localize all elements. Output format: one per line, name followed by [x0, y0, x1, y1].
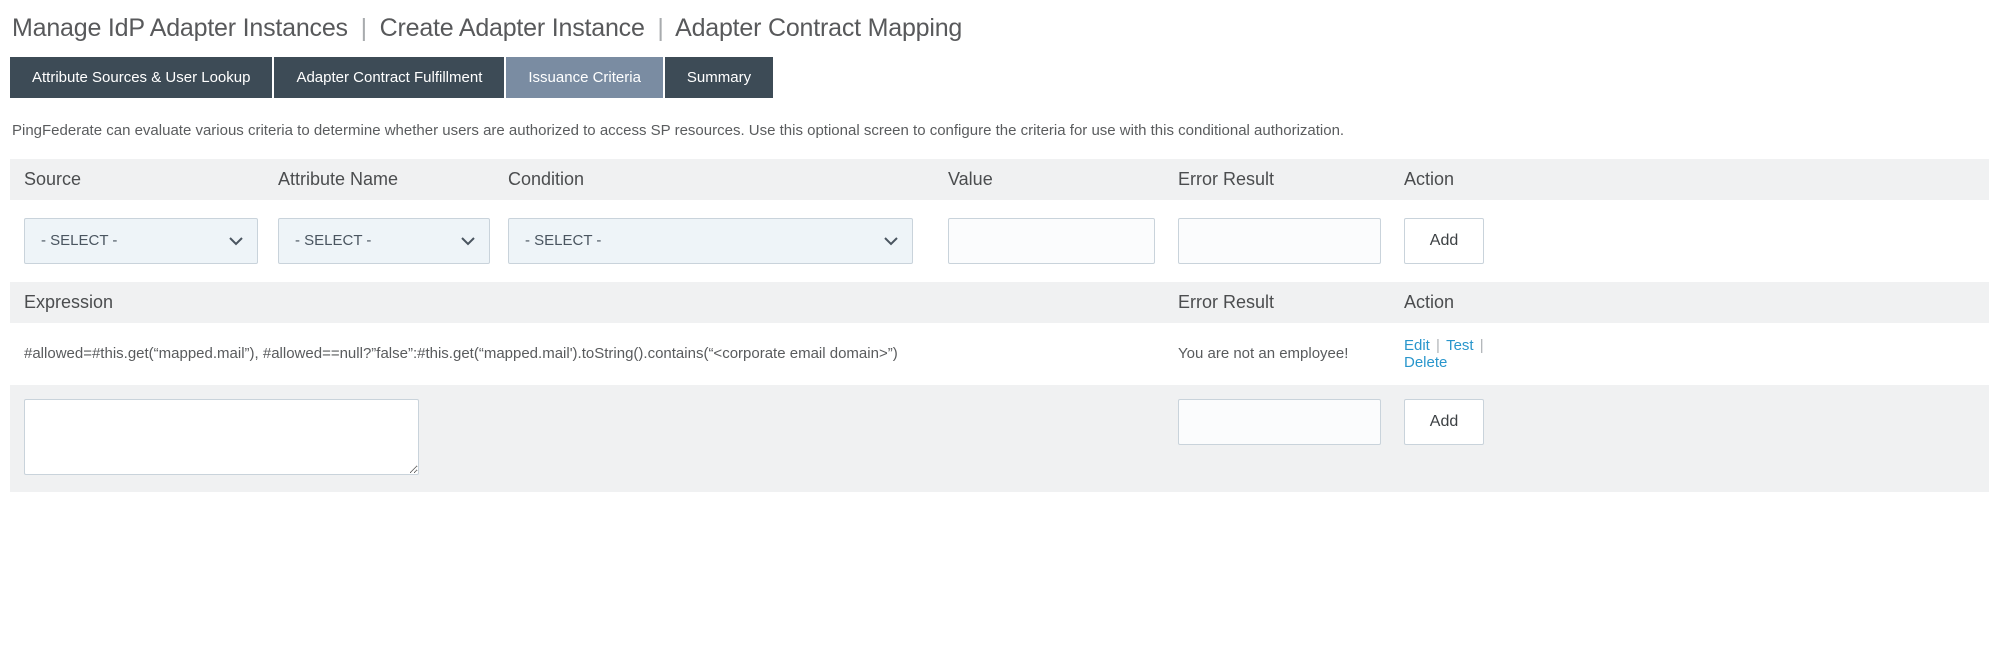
add-expression-row: Add: [10, 385, 1989, 492]
expression-text: #allowed=#this.get(“mapped.mail”), #allo…: [24, 345, 1178, 362]
tab-issuance-criteria[interactable]: Issuance Criteria: [506, 57, 663, 98]
error-result-input[interactable]: [1178, 218, 1381, 264]
col-header-error-result: Error Result: [1178, 169, 1404, 190]
expression-error-input[interactable]: [1178, 399, 1381, 445]
expression-table-header: Expression Error Result Action: [10, 282, 1989, 323]
add-criteria-button[interactable]: Add: [1404, 218, 1484, 264]
tab-bar: Attribute Sources & User Lookup Adapter …: [10, 57, 1989, 98]
add-expression-button[interactable]: Add: [1404, 399, 1484, 445]
breadcrumb: Manage IdP Adapter Instances | Create Ad…: [10, 10, 1989, 57]
breadcrumb-segment: Manage IdP Adapter Instances: [12, 14, 348, 42]
breadcrumb-separator: |: [651, 14, 669, 42]
separator: |: [1430, 337, 1446, 354]
expression-row: #allowed=#this.get(“mapped.mail”), #allo…: [10, 323, 1989, 385]
separator: |: [1474, 337, 1486, 354]
attribute-name-select[interactable]: - SELECT -: [278, 218, 490, 264]
col-header-condition: Condition: [508, 169, 948, 190]
col-header-expression: Expression: [24, 292, 1178, 313]
breadcrumb-separator: |: [355, 14, 373, 42]
criteria-input-row: - SELECT - - SELECT - - SELECT - Add: [10, 200, 1989, 282]
condition-select[interactable]: - SELECT -: [508, 218, 913, 264]
col-header-source: Source: [24, 169, 278, 190]
tab-attribute-sources[interactable]: Attribute Sources & User Lookup: [10, 57, 272, 98]
source-select[interactable]: - SELECT -: [24, 218, 258, 264]
expression-actions: Edit | Test | Delete: [1404, 337, 1975, 371]
expression-input[interactable]: [24, 399, 419, 475]
breadcrumb-segment: Adapter Contract Mapping: [675, 14, 962, 42]
edit-link[interactable]: Edit: [1404, 337, 1430, 354]
intro-text: PingFederate can evaluate various criter…: [10, 120, 1989, 159]
col-header-attribute-name: Attribute Name: [278, 169, 508, 190]
col-header-action: Action: [1404, 169, 1975, 190]
col-header-error-result: Error Result: [1178, 292, 1404, 313]
tab-adapter-contract-fulfillment[interactable]: Adapter Contract Fulfillment: [274, 57, 504, 98]
col-header-value: Value: [948, 169, 1178, 190]
criteria-table-header: Source Attribute Name Condition Value Er…: [10, 159, 1989, 200]
col-header-action: Action: [1404, 292, 1975, 313]
expression-error-result: You are not an employee!: [1178, 345, 1404, 362]
test-link[interactable]: Test: [1446, 337, 1474, 354]
value-input[interactable]: [948, 218, 1155, 264]
delete-link[interactable]: Delete: [1404, 354, 1447, 371]
tab-summary[interactable]: Summary: [665, 57, 773, 98]
breadcrumb-segment: Create Adapter Instance: [380, 14, 645, 42]
